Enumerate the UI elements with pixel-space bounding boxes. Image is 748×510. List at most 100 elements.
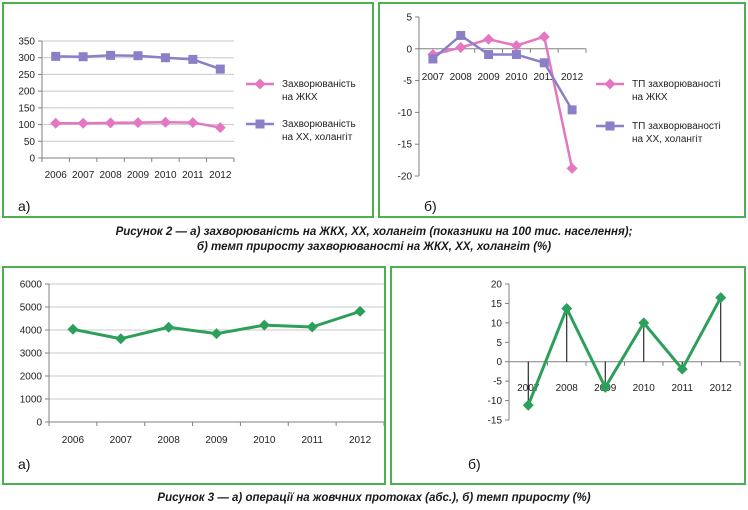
x-tick-label: 2006 [62, 435, 85, 446]
panel-label: а) [18, 456, 30, 472]
fig2b-panel: -20 -15 -10 -5 0 5 2007 2008 2009 2010 2011 2012 ТП … [378, 2, 746, 218]
legend-label: ТП захворюваності [632, 121, 721, 132]
figure2-caption: Рисунок 2 — а) захворюваність на ЖКХ, ХХ… [0, 225, 748, 255]
x-tick-label: 2010 [154, 170, 177, 181]
x-tick-label: 2008 [158, 435, 181, 446]
legend-marker [605, 121, 615, 131]
legend-label: на ХХ, холангіт [632, 134, 703, 145]
x-tick-label: 2011 [301, 435, 323, 446]
y-tick-label: 0 [36, 418, 42, 429]
y-tick-label: 5 [406, 13, 412, 24]
legend-label: ТП захворюваності [632, 79, 721, 90]
series-line [432, 35, 574, 169]
data-point [105, 117, 117, 129]
data-point [132, 117, 144, 129]
data-point [115, 333, 127, 345]
data-point [67, 323, 79, 335]
data-point [455, 42, 467, 54]
data-point [106, 50, 116, 60]
y-tick-label: 4000 [20, 326, 43, 337]
data-point [676, 363, 688, 375]
y-tick-label: 5 [496, 338, 502, 349]
x-tick-label: 2009 [477, 72, 500, 83]
y-tick-label: -15 [398, 140, 413, 151]
x-tick-label: 2010 [633, 383, 656, 394]
x-tick-label: 2012 [349, 435, 372, 446]
legend-label: Захворюваність [282, 119, 356, 130]
data-point [428, 54, 438, 64]
x-tick-label: 2006 [45, 170, 68, 181]
data-point [599, 381, 611, 393]
legend-marker [604, 78, 616, 90]
y-tick-label: -5 [493, 377, 502, 388]
y-tick-label: 3000 [20, 349, 43, 360]
y-tick-label: 0 [406, 44, 412, 55]
y-tick-label: 0 [29, 154, 35, 165]
data-point [566, 162, 578, 174]
data-point [78, 52, 88, 62]
x-tick-label: 2011 [671, 383, 693, 394]
data-point [215, 64, 225, 74]
fig3b-panel: -15-10-505101520200720082009201020112012… [390, 266, 746, 485]
legend-marker [255, 119, 265, 129]
x-tick-label: 2009 [127, 170, 150, 181]
y-tick-label: 0 [496, 357, 502, 368]
data-point [50, 117, 62, 129]
x-tick-label: 2007 [110, 435, 133, 446]
y-tick-label: -10 [488, 396, 503, 407]
data-point [567, 105, 577, 115]
data-point [306, 321, 318, 333]
data-point [211, 328, 222, 340]
data-point [715, 292, 727, 304]
data-point [510, 40, 522, 52]
data-point [77, 117, 89, 129]
data-point [159, 116, 171, 128]
panel-label: а) [18, 198, 30, 214]
y-tick-label: 150 [18, 103, 35, 114]
data-point [163, 321, 175, 333]
x-tick-label: 2009 [205, 435, 228, 446]
x-tick-label: 2007 [422, 72, 445, 83]
y-tick-label: 2000 [20, 372, 43, 383]
x-tick-label: 2011 [533, 72, 555, 83]
y-tick-label: 200 [18, 87, 35, 98]
legend-label: на ЖКХ [632, 92, 668, 103]
data-point [522, 399, 534, 411]
x-tick-label: 2008 [99, 170, 122, 181]
y-tick-label: 350 [18, 37, 35, 48]
y-tick-label: 20 [491, 280, 503, 291]
data-point [538, 31, 550, 43]
fig2b-chart: -20 -15 -10 -5 0 5 2007 2008 2009 2010 2011 2012 ТП … [398, 13, 721, 215]
data-point [51, 51, 61, 61]
panel-label: б) [468, 456, 481, 472]
y-tick-label: -10 [398, 108, 413, 119]
x-tick-label: 2012 [209, 170, 232, 181]
figure2-caption-line2: б) темп приросту захворюваності на ЖКХ, … [196, 241, 552, 253]
legend-marker [254, 78, 266, 90]
y-tick-label: -5 [403, 76, 412, 87]
series-line [432, 34, 574, 111]
x-tick-label: 2010 [253, 435, 276, 446]
legend-label: на ХХ, холангіт [282, 132, 353, 143]
data-point [561, 302, 573, 314]
y-tick-label: 300 [18, 53, 35, 64]
fig3b-chart: -15-10-505101520200720082009201020112012… [468, 280, 741, 472]
x-tick-label: 2011 [182, 170, 204, 181]
data-point [160, 53, 170, 63]
data-point [483, 33, 495, 45]
data-point [258, 319, 270, 331]
figure3-caption-text: Рисунок 3 — а) операції на жовчних прото… [157, 492, 591, 504]
y-tick-label: 1000 [20, 395, 43, 406]
data-point [187, 117, 199, 129]
y-tick-label: 100 [18, 120, 35, 131]
series-line [526, 296, 723, 406]
figure2-caption-line1: Рисунок 2 — а) захворюваність на ЖКХ, ХХ… [115, 226, 633, 238]
fig2a-chart: 0 50 100 150 200 250 300 350 2006 2007 2008 2009 201… [18, 37, 356, 215]
legend-label: на ЖКХ [282, 92, 318, 103]
y-tick-label: 50 [24, 137, 36, 148]
fig3a-chart: 0 1000 2000 3000 4000 5000 6000 2006 2007 2008 200… [18, 280, 385, 472]
figure3-caption: Рисунок 3 — а) операції на жовчних прото… [0, 491, 748, 506]
data-point [133, 51, 143, 61]
y-tick-label: 5000 [20, 303, 43, 314]
data-point [354, 305, 366, 317]
